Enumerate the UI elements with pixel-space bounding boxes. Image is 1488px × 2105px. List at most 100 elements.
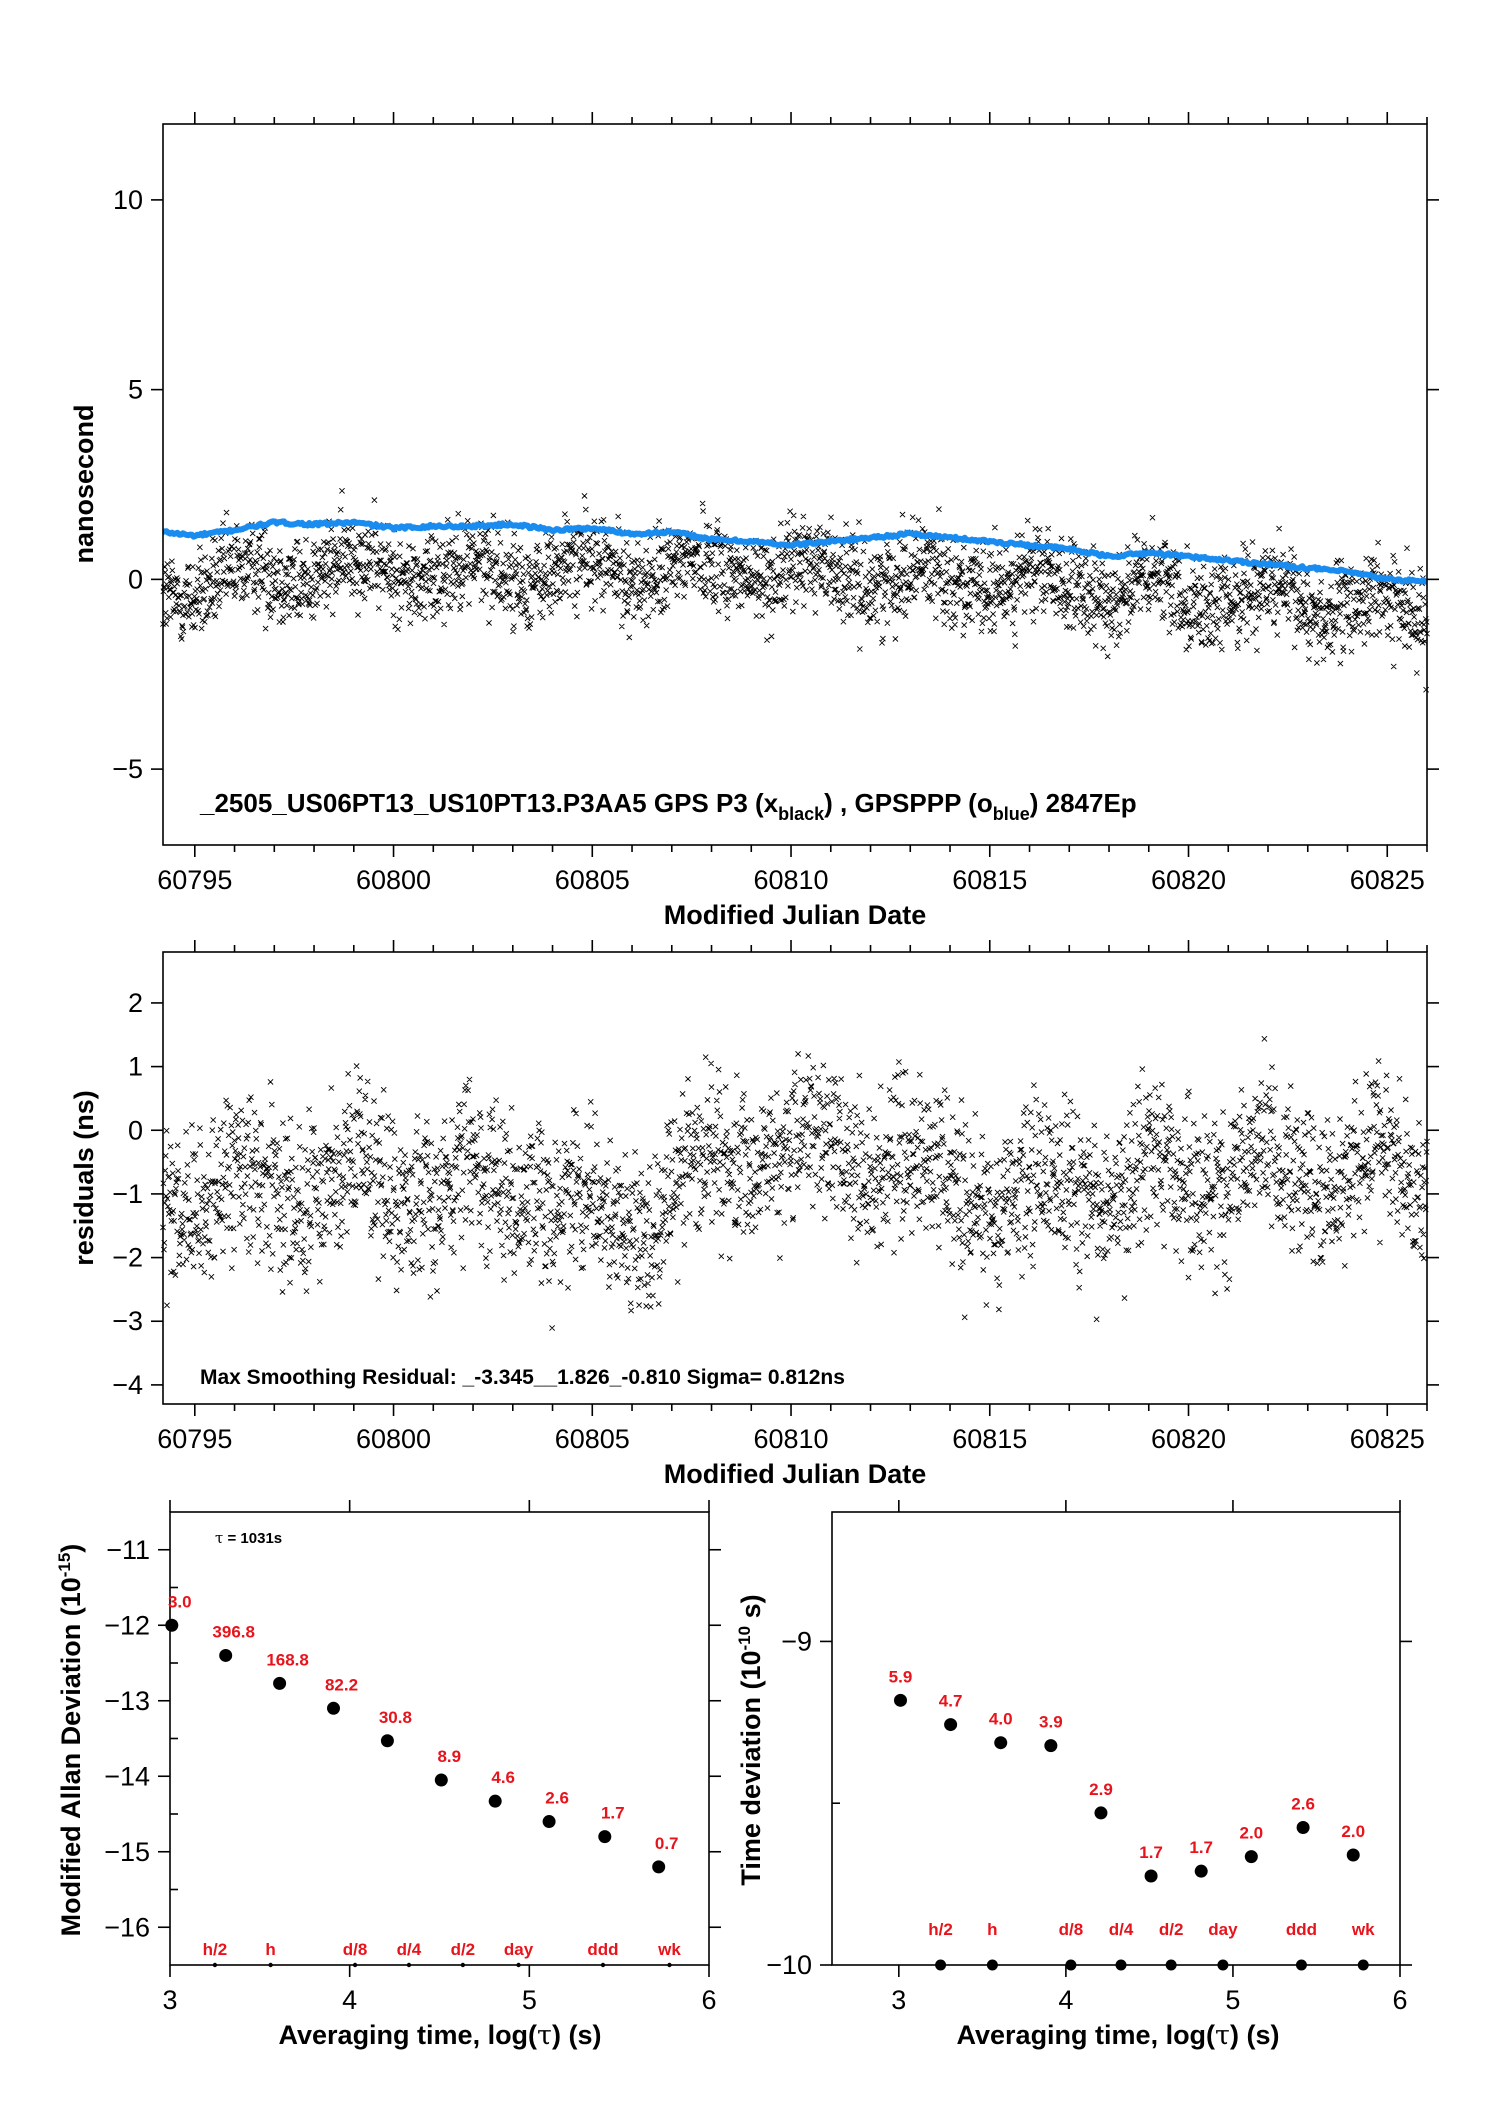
deviation-point — [994, 1736, 1008, 1750]
deviation-point — [542, 1815, 556, 1829]
x-tick-label: 60795 — [157, 865, 232, 895]
p4-xlabel-pre: Averaging time, log( — [957, 2020, 1216, 2050]
point-count-label: 3.0 — [168, 1592, 192, 1611]
p3-xlabel: Averaging time, log(τ) (s) — [279, 2020, 602, 2051]
deviation-point — [893, 1693, 907, 1707]
residuals-panel: 60795 60800 60805 60810 60815 60820 60825 −4 −3 −… — [69, 940, 1439, 1489]
y-tick-label: −1 — [112, 1179, 143, 1209]
p1-annotation-sub-blue: blue — [993, 804, 1030, 824]
y-tick-label: −5 — [112, 754, 143, 784]
interval-label: h — [265, 1940, 275, 1959]
p1-annotation-prefix: _2505_US06PT13_US10PT13.P3AA5 GPS P3 (x — [199, 788, 779, 818]
y-tick-label: 2 — [128, 988, 143, 1018]
interval-marker — [600, 1962, 606, 1968]
p2-ylabel: residuals (ns) — [69, 1090, 99, 1266]
interval-marker — [935, 1959, 947, 1971]
x-tick-label: 6 — [1392, 1985, 1407, 2015]
p1-xlabel: Modified Julian Date — [664, 900, 927, 930]
interval-marker — [1217, 1959, 1229, 1971]
tau-symbol: τ — [537, 2020, 552, 2051]
interval-marker — [1065, 1959, 1077, 1971]
deviation-point — [1296, 1820, 1310, 1834]
interval-marker — [212, 1962, 218, 1968]
interval-marker — [516, 1962, 521, 1968]
interval-label: wk — [657, 1940, 681, 1959]
point-count-label: 3.9 — [1039, 1713, 1063, 1732]
deviation-point — [1346, 1848, 1360, 1862]
deviation-point — [944, 1718, 958, 1732]
x-tick-label: 60825 — [1350, 1424, 1425, 1454]
x-tick-label: 60805 — [555, 1424, 630, 1454]
interval-marker — [406, 1962, 412, 1968]
point-count-label: 4.0 — [989, 1710, 1013, 1729]
interval-label: d/8 — [343, 1940, 368, 1959]
y-tick-label: −12 — [104, 1610, 150, 1640]
x-tick-label: 60815 — [952, 865, 1027, 895]
deviation-point — [1144, 1869, 1158, 1883]
point-count-label: 168.8 — [266, 1650, 309, 1669]
interval-label: d/2 — [451, 1940, 476, 1959]
y-tick-label: −3 — [112, 1306, 143, 1336]
point-count-label: 5.9 — [889, 1667, 913, 1686]
deviation-point — [652, 1860, 666, 1874]
y-tick-label: −14 — [104, 1761, 150, 1791]
y-tick-label: −9 — [781, 1626, 812, 1656]
y-tick-label: −10 — [766, 1950, 812, 1980]
interval-marker — [1295, 1959, 1307, 1971]
interval-marker — [1165, 1959, 1177, 1971]
interval-label: wk — [1351, 1920, 1375, 1939]
x-tick-label: 60810 — [753, 865, 828, 895]
deviation-point — [598, 1830, 612, 1844]
p1-ylabel: nanosecond — [69, 404, 99, 563]
x-tick-label: 5 — [522, 1985, 537, 2015]
point-count-label: 0.7 — [655, 1834, 679, 1853]
p4-xlabel: Averaging time, log(τ) (s) — [957, 2020, 1280, 2051]
p1-annotation-suffix: ) 2847Ep — [1030, 788, 1137, 818]
y-tick-label: −13 — [104, 1686, 150, 1716]
x-tick-label: 4 — [342, 1985, 357, 2015]
interval-marker — [667, 1962, 672, 1968]
point-count-label: 82.2 — [325, 1675, 358, 1694]
deviation-point — [380, 1734, 394, 1748]
x-tick-label: 60820 — [1151, 1424, 1226, 1454]
y-tick-label: −2 — [112, 1243, 143, 1273]
x-tick-label: 4 — [1058, 1985, 1073, 2015]
x-tick-label: 60815 — [952, 1424, 1027, 1454]
interval-marker — [1357, 1959, 1369, 1971]
y-tick-label: 0 — [128, 564, 143, 594]
p4-deviation-points: 5.9 4.7 4.0 3.9 2.9 1.7 1.7 2.0 2.6 2.0 — [889, 1667, 1365, 1883]
p4-ylabel-pre: Time deviation (10 — [736, 1651, 766, 1886]
p3-xlabel-pre: Averaging time, log( — [279, 2020, 538, 2050]
p2-annotation: Max Smoothing Residual: _-3.345__1.826_-… — [200, 1366, 845, 1389]
p4-interval-markers: h/2 h d/8 d/4 d/2 day ddd wk — [928, 1920, 1375, 1971]
point-count-label: 2.6 — [1291, 1794, 1315, 1813]
p4-xlabel-post: ) (s) — [1230, 2020, 1280, 2050]
point-count-label: 396.8 — [212, 1622, 255, 1641]
deviation-point — [1094, 1806, 1108, 1820]
point-count-label: 1.7 — [1139, 1843, 1163, 1862]
x-tick-label: 5 — [1225, 1985, 1240, 2015]
interval-label: d/4 — [397, 1940, 422, 1959]
deviation-point — [488, 1794, 502, 1808]
interval-marker — [460, 1962, 466, 1968]
p1-axis-ticks: 60795 60800 60805 60810 60815 60820 60825 −5 0 5 1… — [112, 112, 1439, 895]
p1-annotation-sub-black: black — [778, 804, 825, 824]
p2-axis-ticks: 60795 60800 60805 60810 60815 60820 60825 −4 −3 −… — [112, 940, 1439, 1454]
y-tick-label: 1 — [128, 1052, 143, 1082]
p3-interval-markers: h/2 h d/8 d/4 d/2 day ddd wk — [203, 1940, 681, 1968]
x-tick-label: 60795 — [157, 1424, 232, 1454]
point-count-label: 4.7 — [939, 1692, 963, 1711]
y-tick-label: −16 — [104, 1912, 150, 1942]
interval-label: ddd — [1286, 1920, 1317, 1939]
point-count-label: 8.9 — [437, 1747, 461, 1766]
p3-ylabel-exp: -15 — [55, 1553, 74, 1578]
allan-deviation-panel: 3 4 5 6 −16 −15 −14 −13 −12 −11 3.0 396.8 168.8 82.2… — [55, 1500, 721, 2051]
p4-axis-ticks: 3 4 5 6 −10 −9 — [766, 1500, 1412, 2015]
y-tick-label: 10 — [113, 185, 143, 215]
point-count-label: 2.9 — [1089, 1780, 1113, 1799]
p2-xlabel: Modified Julian Date — [664, 1459, 927, 1489]
interval-label: h/2 — [203, 1940, 228, 1959]
deviation-point — [434, 1773, 448, 1787]
interval-label: h/2 — [928, 1920, 953, 1939]
